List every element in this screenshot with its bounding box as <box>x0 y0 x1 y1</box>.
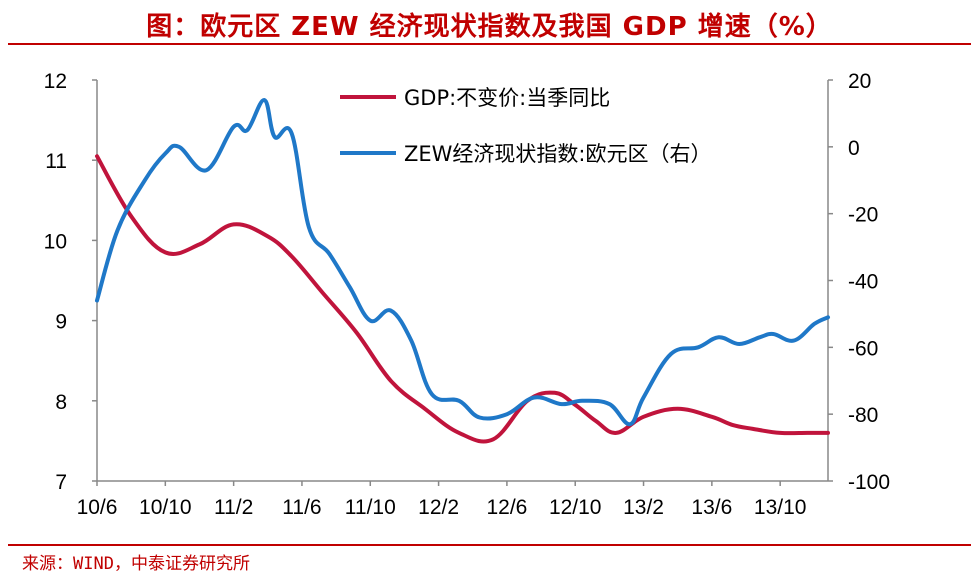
x-tick-label: 13/2 <box>623 496 664 519</box>
x-tick-label: 12/10 <box>549 496 602 519</box>
chart-legend: GDP:不变价:当季同比 ZEW经济现状指数:欧元区（右） <box>340 86 712 166</box>
chart-title: 图：欧元区 ZEW 经济现状指数及我国 GDP 增速（%） <box>146 12 833 42</box>
y-left-tick-label: 11 <box>45 150 67 173</box>
y-right-tick-label: -20 <box>848 204 878 227</box>
y-right-tick-label: -60 <box>848 337 878 360</box>
x-tick-label: 13/6 <box>691 496 732 519</box>
title-divider <box>8 43 971 45</box>
y-right-tick-label: -100 <box>848 471 890 494</box>
y-right-tick-label: -40 <box>848 271 878 294</box>
x-tick-label: 12/2 <box>418 496 459 519</box>
chart-axes: 12 11 10 9 8 7 20 0 -20 -40 -60 -80 -100 10/6 10/10 11/… <box>44 70 890 519</box>
source-note: 来源：WIND，中泰证券研究所 <box>22 554 250 574</box>
x-tick-label: 11/6 <box>282 496 321 519</box>
x-tick-label: 10/6 <box>77 496 118 519</box>
x-tick-label: 12/6 <box>486 496 527 519</box>
y-left-tick-label: 12 <box>44 70 67 93</box>
y-right-tick-label: -80 <box>848 404 878 427</box>
chart-series <box>95 98 830 444</box>
y-right-tick-label: 20 <box>848 70 871 93</box>
y-left-tick-label: 10 <box>44 230 67 253</box>
x-tick-label: 13/10 <box>754 496 807 519</box>
legend-label: GDP:不变价:当季同比 <box>404 86 610 110</box>
footer-divider <box>8 544 971 546</box>
y-right-tick-label: 0 <box>848 137 860 160</box>
legend-label: ZEW经济现状指数:欧元区（右） <box>404 142 712 166</box>
y-left-tick-label: 9 <box>55 311 67 334</box>
title-bar: 图：欧元区 ZEW 经济现状指数及我国 GDP 增速（%） <box>0 0 979 45</box>
series-line-gdp <box>95 154 830 444</box>
y-left-tick-label: 8 <box>55 391 67 414</box>
y-left-tick-label: 7 <box>55 471 67 494</box>
x-tick-label: 11/10 <box>345 496 396 519</box>
x-tick-label: 11/2 <box>214 496 253 519</box>
x-tick-label: 10/10 <box>139 496 192 519</box>
series-line-zew <box>95 98 830 427</box>
